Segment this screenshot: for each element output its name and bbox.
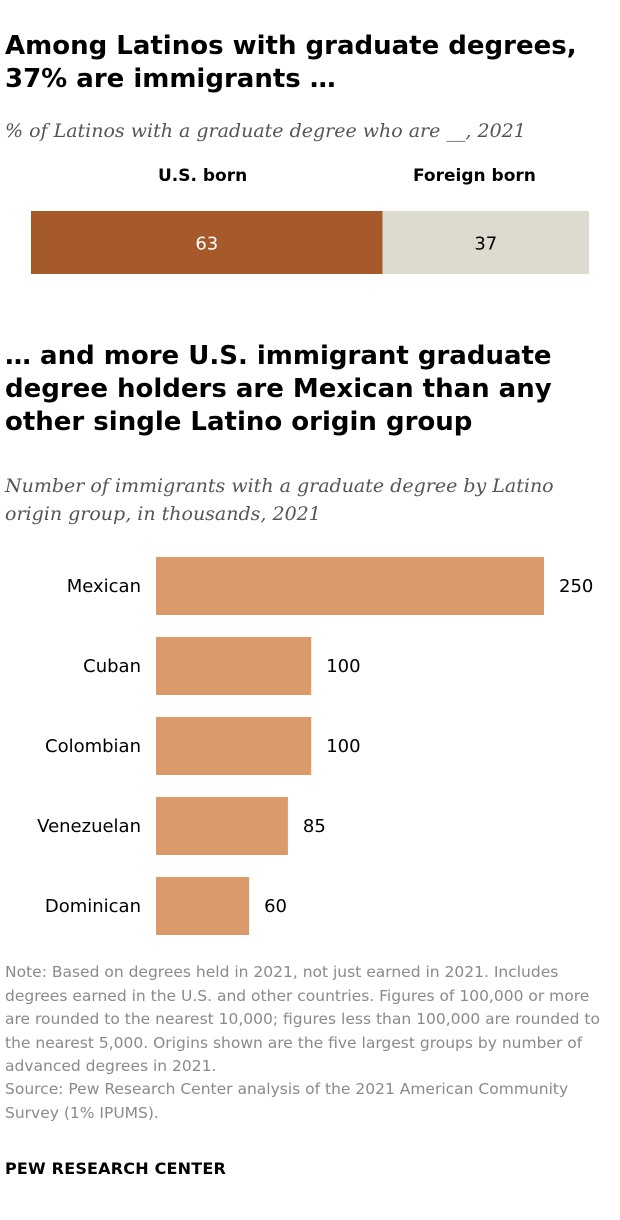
- stack-segment-us-born-label: 63: [195, 234, 218, 255]
- bar-cuban: [156, 637, 312, 695]
- bar-dominican: [156, 877, 250, 935]
- source-note: Source: Pew Research Center analysis of …: [5, 1080, 569, 1122]
- bar-mexican: [156, 557, 544, 615]
- footnote: Note: Based on degrees held in 2021, not…: [5, 963, 600, 1075]
- category-label-venezuelan: Venezuelan: [37, 816, 141, 837]
- value-label-dominican: 60: [264, 896, 287, 917]
- category-label-colombian: Colombian: [45, 736, 141, 757]
- category-label-mexican: Mexican: [67, 576, 141, 597]
- bar-colombian: [156, 717, 312, 775]
- chart-2-subtitle: Number of immigrants with a graduate deg…: [5, 475, 554, 525]
- category-label-dominican: Dominican: [45, 896, 141, 917]
- legend-us-born: U.S. born: [158, 166, 248, 186]
- origin-bar-chart: Mexican 250 Cuban 100 Colombian 100 Venezuelan…: [37, 557, 593, 935]
- chart-1-subtitle: % of Latinos with a graduate degree who …: [5, 120, 526, 142]
- stack-segment-us-born: [31, 211, 383, 274]
- value-label-colombian: 100: [326, 736, 360, 757]
- stack-segment-foreign-born-label: 37: [474, 234, 497, 255]
- stacked-bar-chart: 63 37: [31, 211, 589, 274]
- stack-segment-foreign-born: [382, 211, 589, 274]
- value-label-mexican: 250: [559, 576, 593, 597]
- category-label-cuban: Cuban: [83, 656, 141, 677]
- legend-foreign-born: Foreign born: [413, 166, 536, 186]
- value-label-venezuelan: 85: [303, 816, 326, 837]
- organization-name: PEW RESEARCH CENTER: [5, 1159, 227, 1178]
- chart-1-title: Among Latinos with graduate degrees, 37%…: [5, 31, 577, 94]
- value-label-cuban: 100: [326, 656, 360, 677]
- bar-venezuelan: [156, 797, 288, 855]
- chart-2-title: … and more U.S. immigrant graduate degre…: [5, 341, 552, 437]
